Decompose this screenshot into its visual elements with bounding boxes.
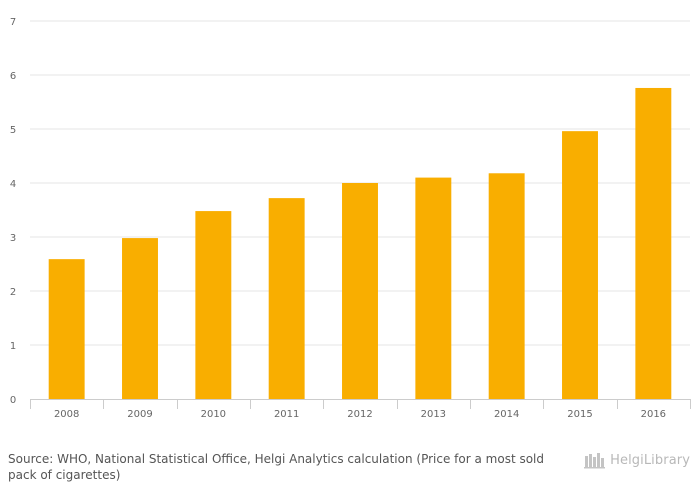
brand-logo: HelgiLibrary [584,449,690,471]
y-tick-label: 2 [10,287,16,298]
x-tick-label: 2010 [201,409,226,420]
bar [562,131,598,399]
bar [268,198,305,399]
bar [488,173,525,399]
y-tick-label: 7 [10,17,16,28]
x-tick-label: 2016 [641,409,666,420]
bar [342,183,378,399]
bars [48,87,672,400]
bar [48,259,85,399]
y-tick-label: 5 [10,125,16,136]
x-tick-label: 2011 [274,409,299,420]
source-note: Source: WHO, National Statistical Office… [8,452,545,482]
x-axis [30,399,691,409]
x-tick-label: 2008 [54,409,79,420]
x-tick-label: 2015 [567,409,592,420]
y-tick-label: 1 [10,341,16,352]
bar [415,177,452,399]
y-tick-label: 0 [10,395,16,406]
y-tick-label: 6 [10,71,16,82]
bar [122,238,158,399]
y-tick-label: 3 [10,233,16,244]
x-axis-tick-labels: 2008 2009 2010 2011 2012 2013 2014 2015 2016 [54,409,666,420]
x-tick-label: 2009 [127,409,152,420]
x-tick-label: 2013 [421,409,446,420]
y-axis-tick-labels: 0 1 2 3 4 5 6 7 [10,17,16,406]
bar [635,87,672,400]
x-tick-label: 2012 [347,409,372,420]
y-tick-label: 4 [10,179,16,190]
bar [195,211,232,399]
x-tick-label: 2014 [494,409,519,420]
brand-name: HelgiLibrary [610,452,690,468]
library-books-icon [584,453,606,469]
